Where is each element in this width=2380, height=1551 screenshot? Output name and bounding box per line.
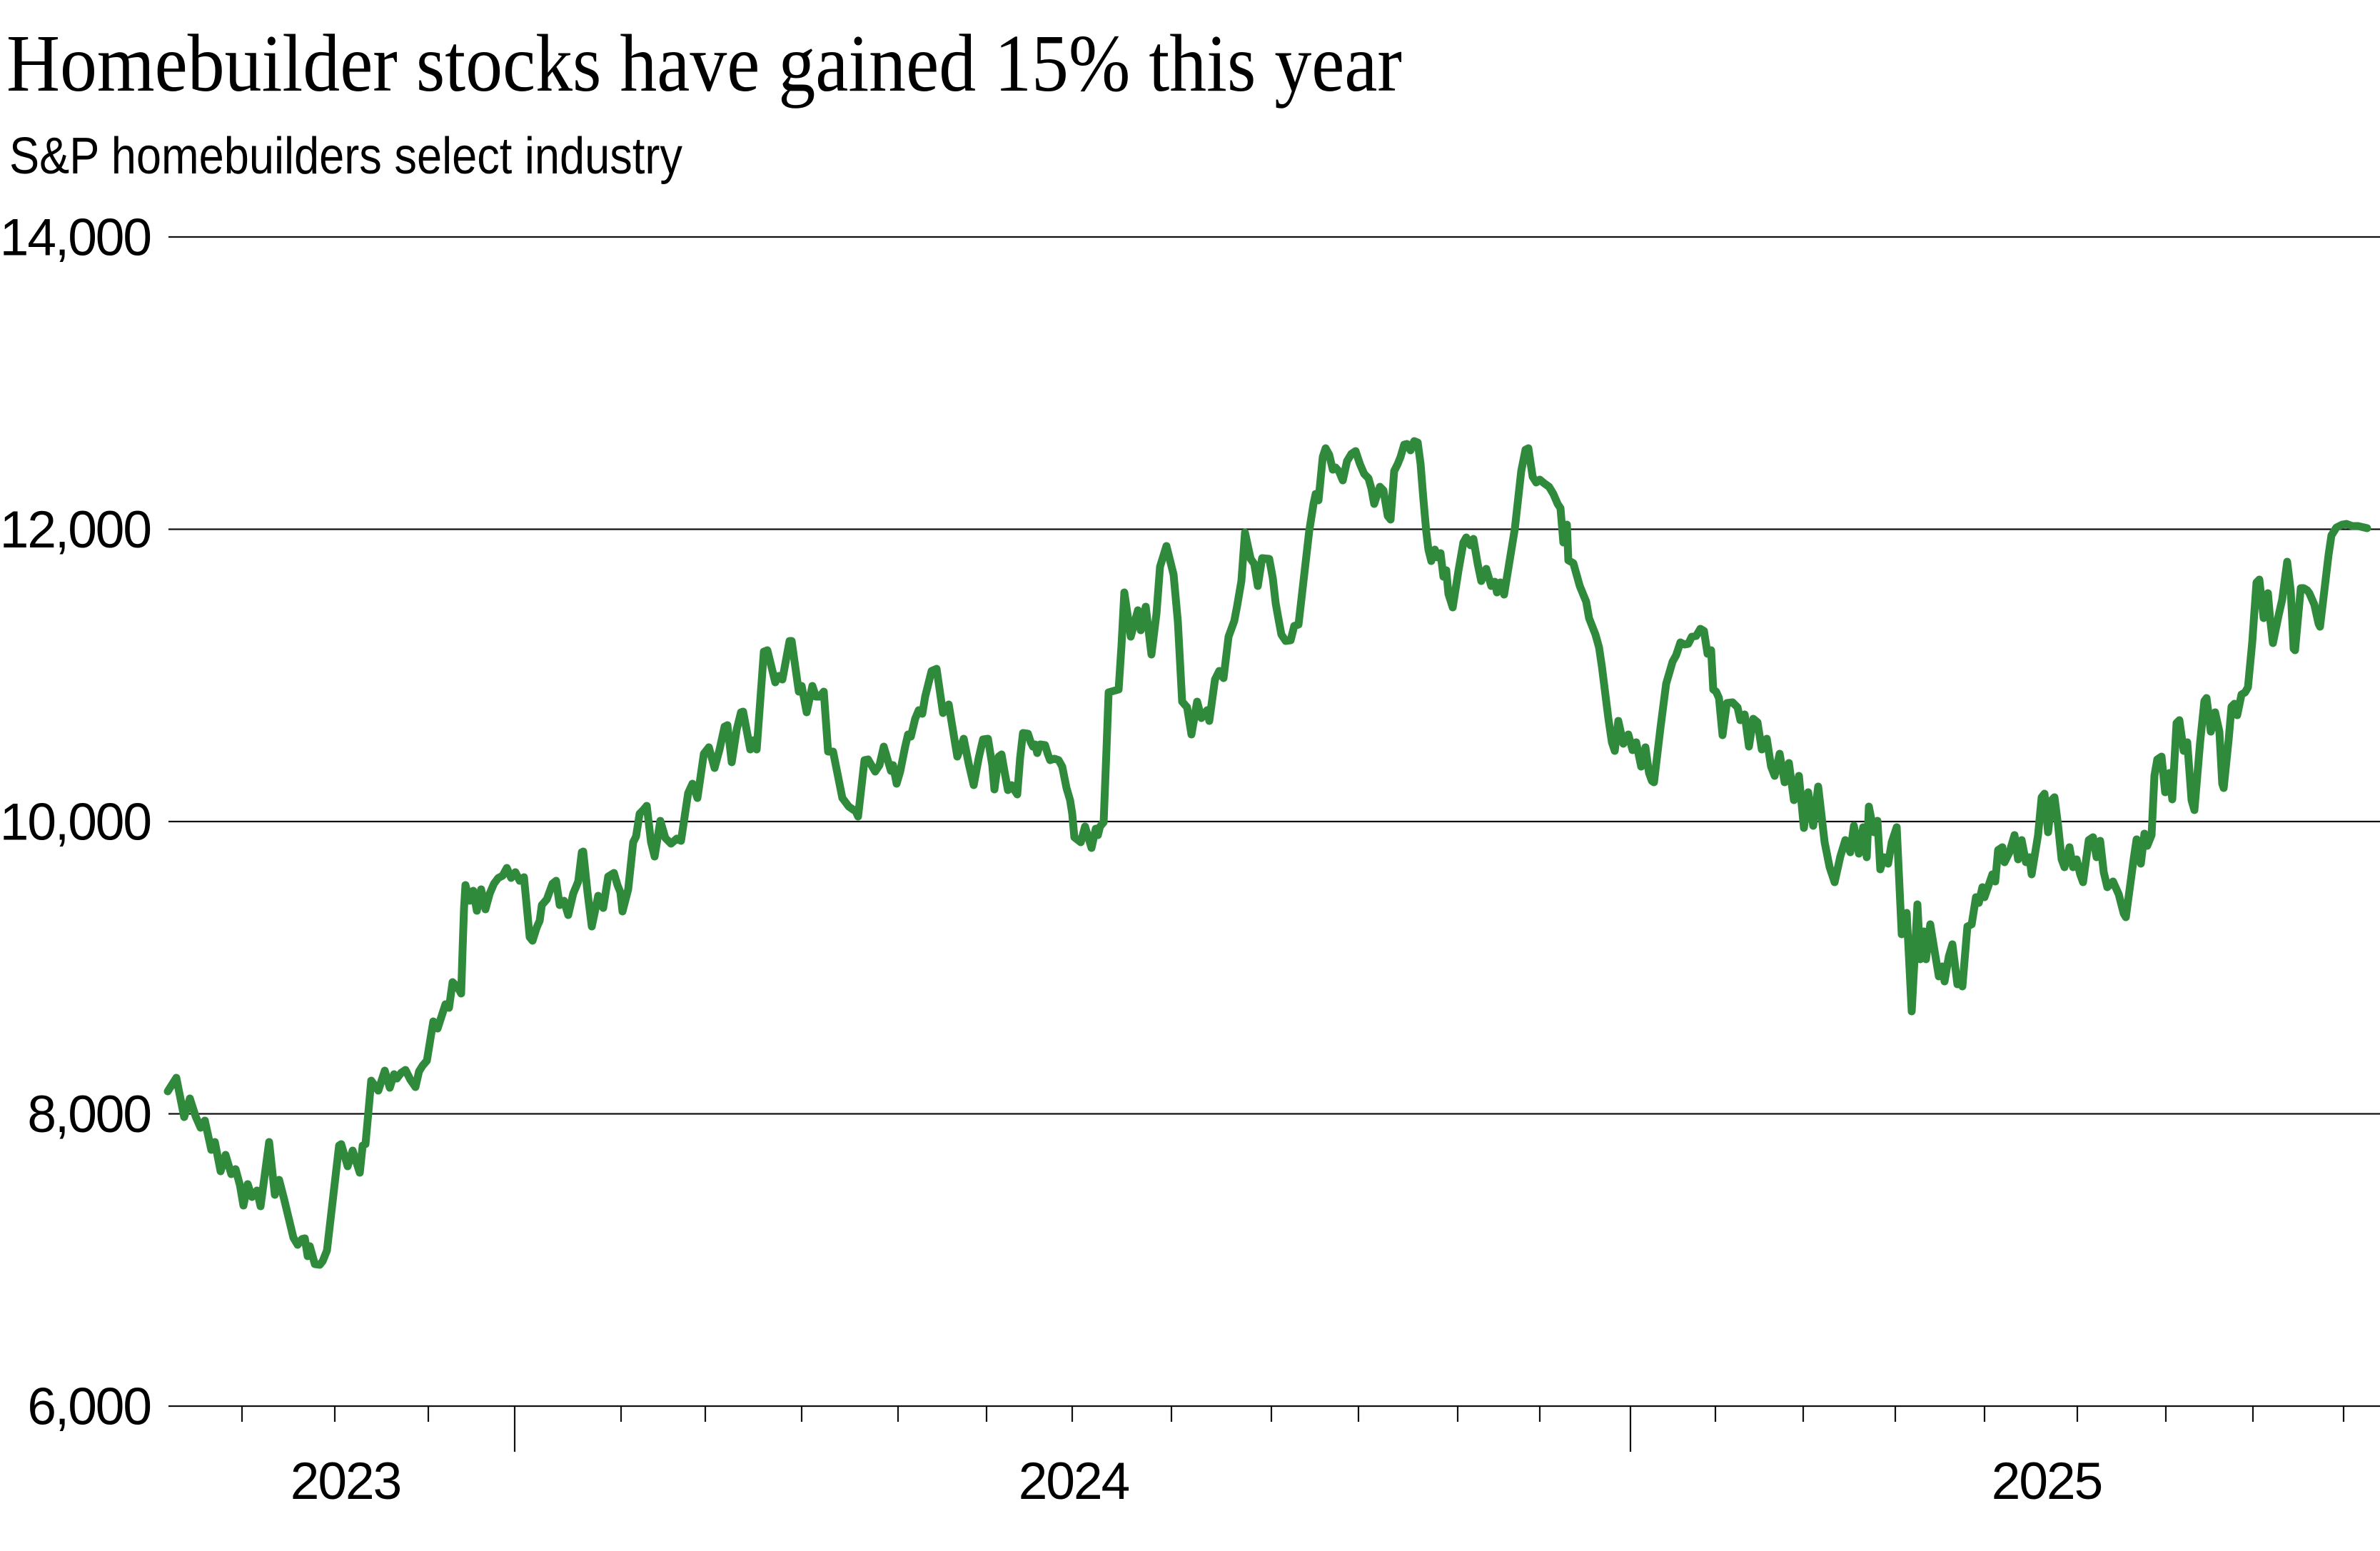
- svg-text:2024: 2024: [1019, 1453, 1129, 1510]
- svg-text:12,000: 12,000: [0, 501, 151, 559]
- svg-text:6,000: 6,000: [27, 1378, 151, 1436]
- svg-text:8,000: 8,000: [27, 1086, 151, 1143]
- svg-text:2023: 2023: [291, 1453, 400, 1510]
- svg-text:2025: 2025: [1992, 1453, 2102, 1510]
- svg-text:14,000: 14,000: [0, 209, 151, 267]
- svg-text:10,000: 10,000: [0, 794, 151, 852]
- svg-text:Homebuilder stocks have gained: Homebuilder stocks have gained 15% this …: [6, 18, 1402, 108]
- svg-text:S&P homebuilders select indust: S&P homebuilders select industry: [9, 128, 682, 185]
